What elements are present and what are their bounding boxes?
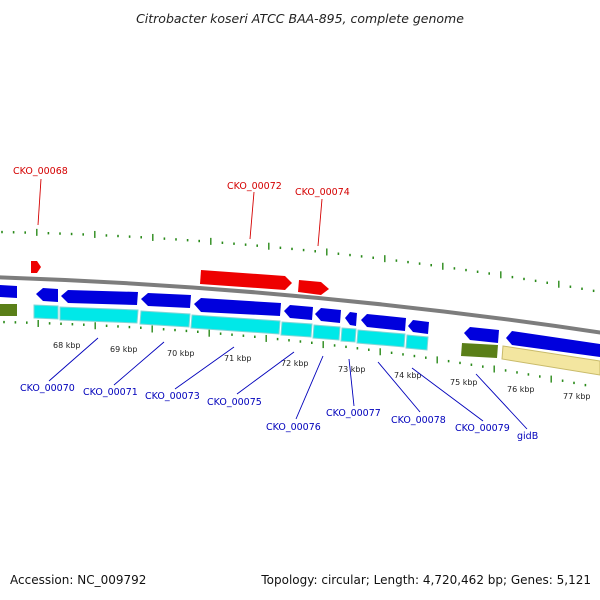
leader-line (411, 367, 484, 422)
gc-segment (0, 304, 17, 316)
kbp-ruler: 68 kbp 69 kbp 70 kbp 71 kbp 72 kbp 73 kb… (53, 341, 591, 401)
kbp-label: 75 kbp (450, 378, 478, 387)
leader-line (475, 373, 528, 430)
reverse-gene-arrow (0, 285, 17, 298)
gene-label-forward: CKO_00068 (13, 166, 68, 177)
kbp-label: 69 kbp (110, 345, 138, 354)
rna-track-segment (59, 306, 139, 324)
kbp-label: 77 kbp (563, 392, 591, 401)
gene-label-reverse: CKO_00073 (145, 391, 200, 402)
leader-line (317, 198, 323, 247)
rna-track-segment (139, 310, 191, 328)
kbp-label: 70 kbp (167, 349, 195, 358)
gene-label-forward: CKO_00074 (295, 187, 350, 198)
outer-tick-ring (1, 228, 595, 293)
reverse-gene-arrow (361, 314, 406, 331)
kbp-label: 68 kbp (53, 341, 81, 350)
genome-summary-text: Topology: circular; Length: 4,720,462 bp… (260, 573, 591, 587)
rna-track-segment (33, 304, 59, 320)
forward-gene-arrow (31, 261, 41, 273)
leader-line (295, 355, 324, 420)
rna-track-segment (340, 327, 357, 343)
reverse-gene-arrow (464, 327, 499, 343)
leader-line (113, 341, 165, 386)
label-leaders (37, 178, 528, 430)
gene-label-forward: CKO_00072 (227, 181, 282, 192)
reverse-gene-arrow (194, 298, 281, 316)
gene-label-reverse: CKO_00075 (207, 397, 262, 408)
rna-track-segment (356, 329, 406, 348)
gene-label-reverse: CKO_00079 (455, 423, 510, 434)
leader-line (174, 346, 235, 390)
leader-line (37, 178, 42, 226)
feature-tracks (0, 261, 600, 376)
gene-label-reverse: CKO_00071 (83, 387, 138, 398)
gene-label-reverse: CKO_00070 (20, 383, 75, 394)
forward-gene-arrow (298, 280, 329, 295)
reverse-gene-arrow (61, 290, 138, 305)
accession-text: Accession: NC_009792 (10, 573, 146, 587)
kbp-label: 76 kbp (507, 385, 535, 394)
gene-label-reverse: CKO_00078 (391, 415, 446, 426)
rna-track-segment (190, 314, 281, 335)
gene-labels: CKO_00068 CKO_00072 CKO_00074 CKO_00070 … (13, 166, 538, 442)
kbp-label: 71 kbp (224, 354, 252, 363)
reverse-gene-arrow (506, 331, 600, 357)
gc-segment (461, 343, 498, 358)
gene-label-reverse: gidB (517, 431, 538, 442)
forward-gene-arrow (200, 270, 292, 290)
gene-label-reverse: CKO_00076 (266, 422, 321, 433)
leader-line (236, 351, 295, 395)
gene-label-reverse: CKO_00077 (326, 408, 381, 419)
reverse-gene-arrow (315, 308, 341, 323)
leader-line (348, 358, 355, 407)
reverse-gene-arrow (408, 320, 429, 334)
leader-line (249, 191, 255, 240)
leader-line (48, 337, 99, 382)
rna-track-segment (405, 334, 429, 351)
leader-line (377, 361, 421, 413)
kbp-label: 73 kbp (338, 365, 366, 374)
reverse-gene-arrow (141, 293, 191, 308)
inner-tick-ring (3, 319, 587, 387)
reverse-gene-arrow (345, 312, 357, 326)
kbp-label: 72 kbp (281, 359, 309, 368)
reverse-gene-arrow (36, 288, 58, 302)
rna-track-segment (280, 321, 313, 338)
genome-backbone (0, 275, 600, 335)
rna-track-segment (312, 324, 341, 341)
gc-segment (501, 345, 600, 376)
reverse-gene-arrow (284, 305, 313, 320)
kbp-label: 74 kbp (394, 371, 422, 380)
map-title: Citrobacter koseri ATCC BAA-895, complet… (136, 11, 464, 26)
